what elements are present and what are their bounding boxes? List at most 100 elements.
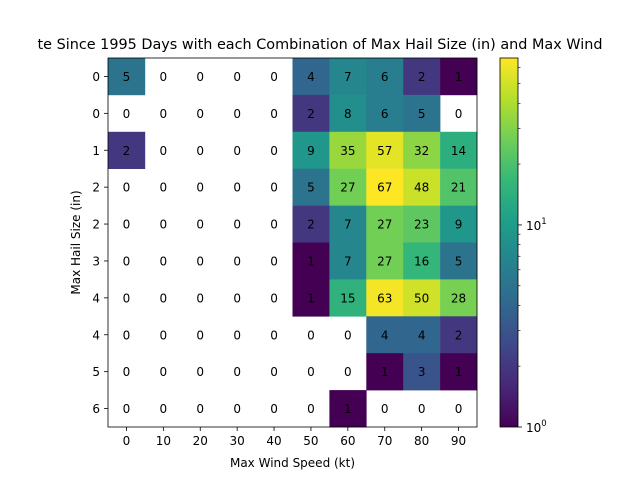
cell-value-label: 0 — [196, 328, 204, 342]
heatmap-cell — [366, 168, 404, 206]
cell-value-label: 0 — [160, 144, 168, 158]
cell-value-label: 2 — [307, 107, 315, 121]
cell-value-label: 0 — [160, 107, 168, 121]
cell-value-label: 0 — [196, 291, 204, 305]
cell-value-label: 0 — [307, 365, 315, 379]
cell-value-label: 67 — [377, 181, 392, 195]
heatmap-cell — [329, 168, 367, 206]
cell-value-label: 2 — [123, 144, 131, 158]
cell-value-label: 0 — [196, 144, 204, 158]
cell-value-label: 0 — [270, 70, 278, 84]
colorbar-tick-label: 101 — [526, 217, 547, 233]
cell-value-label: 0 — [270, 254, 278, 268]
cell-value-label: 0 — [233, 144, 241, 158]
cell-value-label: 0 — [233, 107, 241, 121]
cell-value-label: 0 — [123, 181, 131, 195]
heatmap-cell — [440, 279, 478, 317]
cell-value-label: 4 — [381, 328, 389, 342]
cell-value-label: 5 — [418, 107, 426, 121]
heatmap-cell — [329, 131, 367, 169]
heatmap-cell — [403, 58, 441, 96]
plot-frame — [107, 57, 478, 428]
cell-value-label: 32 — [414, 144, 429, 158]
heatmap-cell — [292, 205, 330, 243]
colorbar-ticks: 101 100 — [518, 67, 547, 435]
cell-value-label: 21 — [451, 181, 466, 195]
colorbar — [499, 57, 519, 428]
heatmap-cell — [403, 279, 441, 317]
x-tick-label: 20 — [193, 434, 208, 448]
cell-value-label: 9 — [455, 218, 463, 232]
heatmap-cell — [329, 390, 367, 428]
x-axis-ticks: 0 10 20 30 40 50 60 70 80 90 — [123, 427, 466, 448]
cell-value-label: 28 — [451, 291, 466, 305]
cell-value-label: 0 — [196, 70, 204, 84]
heatmap-cell — [108, 131, 146, 169]
heatmap-cell — [292, 94, 330, 133]
y-tick-label: 0 — [92, 70, 100, 84]
cell-value-label: 63 — [377, 291, 392, 305]
cell-value-label: 0 — [196, 107, 204, 121]
cell-value-label: 0 — [196, 254, 204, 268]
x-tick-label: 50 — [303, 434, 318, 448]
heatmap-cell — [403, 94, 441, 133]
cell-value-label: 0 — [160, 218, 168, 232]
cell-value-label: 0 — [160, 181, 168, 195]
heatmap-cell — [329, 58, 367, 96]
y-axis-ticks: 0 0 1 2 2 3 4 4 5 6 — [92, 70, 108, 416]
y-tick-label: 0 — [92, 107, 100, 121]
x-tick-label: 10 — [156, 434, 171, 448]
heatmap-cell — [329, 94, 367, 133]
cell-value-label: 7 — [344, 218, 352, 232]
heatmap-cell — [292, 131, 330, 169]
cell-value-label: 0 — [307, 402, 315, 416]
cell-value-label: 0 — [455, 402, 463, 416]
cell-value-label: 5 — [307, 181, 315, 195]
cell-value-label: 0 — [196, 365, 204, 379]
heatmap-cell — [329, 205, 367, 243]
cell-value-label: 1 — [381, 365, 389, 379]
cell-value-label: 0 — [233, 365, 241, 379]
x-tick-label: 30 — [230, 434, 245, 448]
cell-value-label: 0 — [196, 181, 204, 195]
y-tick-label: 2 — [92, 218, 100, 232]
cell-value-label: 5 — [123, 70, 131, 84]
cell-value-label: 0 — [123, 291, 131, 305]
cell-value-label: 0 — [233, 291, 241, 305]
x-tick-label: 90 — [451, 434, 466, 448]
cell-value-label: 0 — [196, 402, 204, 416]
cell-value-label: 4 — [307, 70, 315, 84]
cell-value-label: 0 — [270, 291, 278, 305]
cell-value-label: 5 — [455, 254, 463, 268]
cell-value-label: 0 — [233, 402, 241, 416]
chart-title: te Since 1995 Days with each Combination… — [38, 37, 603, 53]
heatmap-cell — [403, 205, 441, 243]
cell-value-label: 0 — [123, 254, 131, 268]
cell-value-label: 1 — [307, 254, 315, 268]
cell-value-label: 27 — [340, 181, 355, 195]
cell-value-label: 8 — [344, 107, 352, 121]
y-tick-label: 5 — [92, 365, 100, 379]
y-tick-label: 2 — [92, 181, 100, 195]
cell-value-label: 0 — [123, 402, 131, 416]
cell-value-label: 0 — [160, 365, 168, 379]
x-tick-label: 70 — [377, 434, 392, 448]
cell-value-label: 7 — [344, 254, 352, 268]
cell-value-label: 0 — [123, 328, 131, 342]
cell-value-label: 0 — [160, 402, 168, 416]
cell-value-label: 57 — [377, 144, 392, 158]
cell-value-label: 0 — [160, 328, 168, 342]
heatmap-cell — [366, 131, 404, 169]
cell-value-label: 0 — [270, 107, 278, 121]
cell-value-label: 0 — [233, 328, 241, 342]
cell-value-label: 0 — [160, 70, 168, 84]
cell-value-label: 6 — [381, 107, 389, 121]
heatmap-cell — [366, 279, 404, 317]
heatmap-cell — [440, 242, 478, 280]
heatmap-cell — [366, 353, 404, 391]
cell-value-label: 0 — [233, 254, 241, 268]
heatmap-cell — [440, 316, 478, 354]
heatmap-cell — [292, 242, 330, 280]
x-tick-label: 40 — [266, 434, 281, 448]
